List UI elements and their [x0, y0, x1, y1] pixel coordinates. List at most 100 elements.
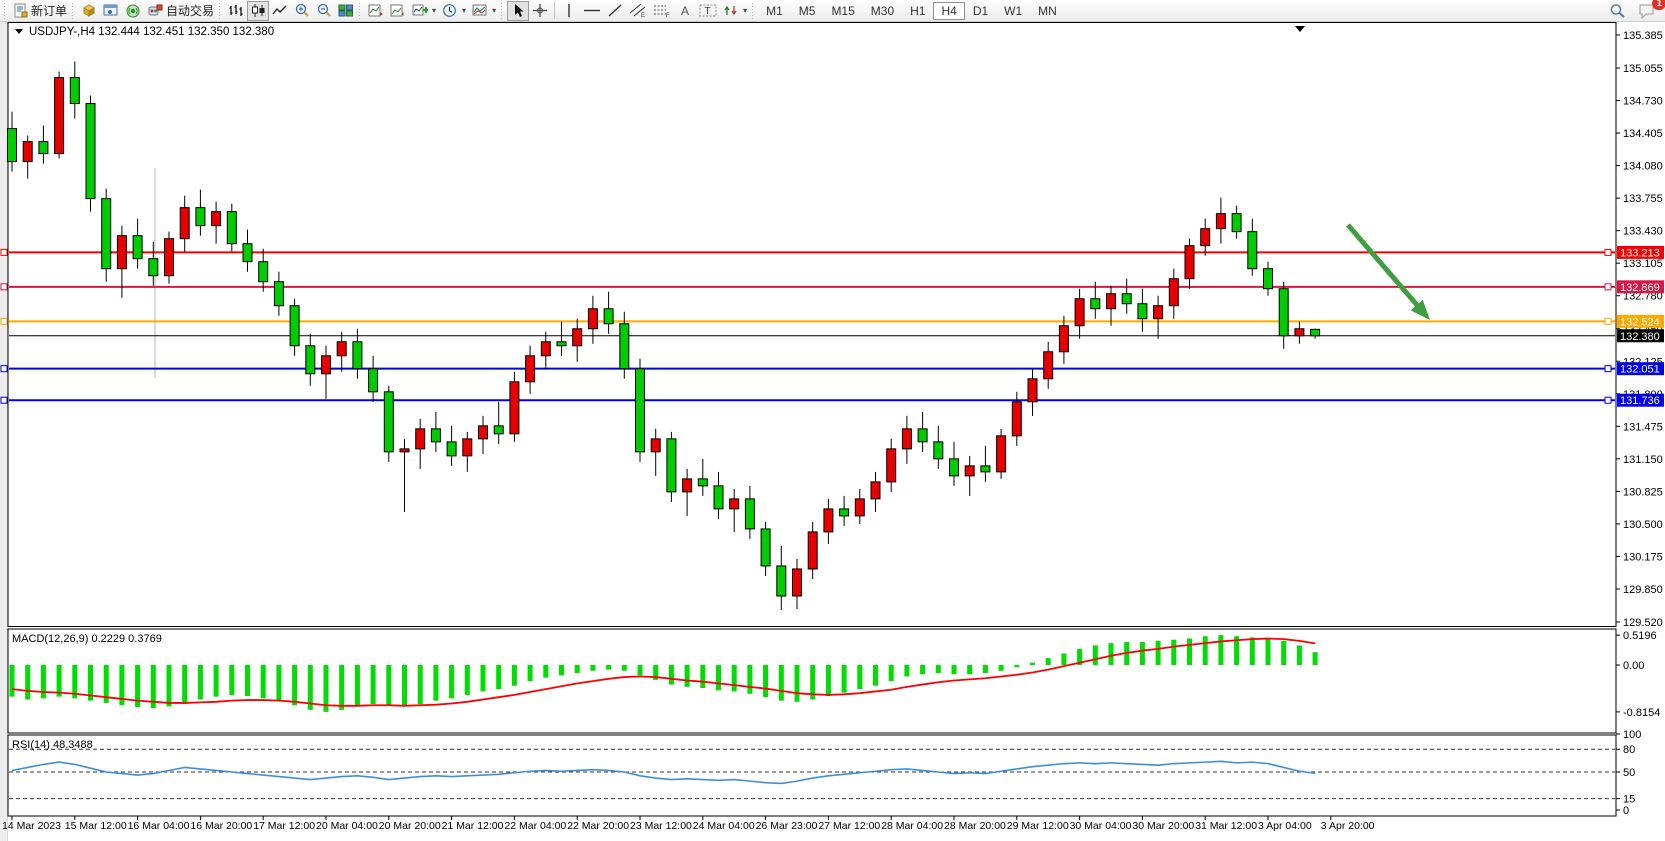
line-chart-icon	[272, 3, 288, 18]
new-order-icon	[13, 3, 28, 18]
templates-button[interactable]: ▾	[469, 1, 499, 21]
svg-text:0.5196: 0.5196	[1623, 630, 1657, 642]
tab-timeframe-m15[interactable]: M15	[823, 2, 862, 20]
zoom-out-button[interactable]	[313, 1, 335, 21]
indicator-list-button[interactable]	[387, 1, 409, 21]
tab-timeframe-w1[interactable]: W1	[996, 2, 1030, 20]
indicator-window-button[interactable]	[365, 1, 387, 21]
svg-text:16 Mar 20:00: 16 Mar 20:00	[190, 820, 252, 832]
line-chart-button[interactable]	[269, 1, 291, 21]
svg-text:24 Mar 04:00: 24 Mar 04:00	[693, 820, 755, 832]
svg-text:22 Mar 04:00: 22 Mar 04:00	[504, 820, 566, 832]
svg-text:100: 100	[1623, 729, 1641, 741]
macd-axis[interactable]: 0.5196 0.00 -0.8154	[1616, 630, 1660, 719]
tab-timeframe-m1[interactable]: M1	[758, 2, 791, 20]
equidistant-channel-icon: E	[629, 3, 647, 18]
svg-text:50: 50	[1623, 767, 1635, 779]
search-button[interactable]	[1606, 1, 1629, 21]
svg-text:14 Mar 2023: 14 Mar 2023	[2, 820, 61, 832]
trend-arrow-annotation[interactable]	[1346, 223, 1430, 320]
crosshair-icon	[532, 3, 548, 18]
autotrading-label: 自动交易	[166, 4, 215, 18]
crosshair-button[interactable]	[529, 1, 551, 21]
tile-windows-icon	[338, 3, 354, 18]
panel-frames	[7, 22, 1617, 817]
arrows-button[interactable]: ▾	[720, 1, 750, 21]
tile-windows-button[interactable]	[335, 1, 357, 21]
svg-text:134.405: 134.405	[1623, 128, 1663, 140]
candlestick-button[interactable]	[247, 0, 270, 21]
svg-text:15 Mar 12:00: 15 Mar 12:00	[65, 820, 127, 832]
templates-icon	[472, 3, 488, 18]
tab-timeframe-mn[interactable]: MN	[1030, 2, 1065, 20]
bar-chart-button[interactable]	[225, 1, 247, 21]
horizontal-line-icon	[583, 3, 601, 18]
svg-text:132.869: 132.869	[1620, 282, 1660, 294]
horizontal-line-button[interactable]	[580, 1, 604, 21]
svg-text:129.520: 129.520	[1623, 617, 1663, 629]
svg-text:133.213: 133.213	[1620, 247, 1660, 259]
chevron-down-icon: ▾	[462, 6, 467, 15]
tab-timeframe-m30[interactable]: M30	[863, 2, 902, 20]
signals-icon	[125, 3, 141, 18]
trendline-icon	[607, 3, 623, 18]
fibonacci-button[interactable]: F	[650, 1, 674, 21]
toolbar-separator	[554, 2, 556, 19]
svg-text:F: F	[666, 13, 670, 18]
label-icon: T	[699, 3, 717, 18]
vertical-line-button[interactable]	[558, 1, 580, 21]
profile-button[interactable]	[78, 1, 100, 21]
toolbar-grip	[500, 2, 505, 19]
time-axis[interactable]: 14 Mar 2023 15 Mar 12:00 16 Mar 04:00 16 Ma…	[2, 816, 1375, 832]
text-button[interactable]: A	[674, 1, 696, 21]
add-indicator-button[interactable]: ▾	[409, 1, 439, 21]
one-click-arrow-icon	[15, 29, 23, 34]
chart-window[interactable]: 135.385 135.055 134.730 134.405 134.080 133.7…	[0, 22, 1665, 841]
tab-timeframe-h1[interactable]: H1	[902, 2, 933, 20]
rsi-axis[interactable]: 100 80 50 150	[1616, 729, 1641, 817]
price-badges: 133.213 132.869 132.524 132.051 131.736 132.3…	[1617, 245, 1664, 407]
svg-text:132.780: 132.780	[1623, 291, 1663, 303]
new-order-button[interactable]: 新订单	[10, 1, 70, 21]
tab-timeframe-m5[interactable]: M5	[791, 2, 824, 20]
signals-button[interactable]	[122, 1, 144, 21]
shift-marker-icon[interactable]	[1295, 26, 1305, 32]
autotrading-button[interactable]: 自动交易	[144, 1, 217, 21]
svg-text:E: E	[641, 13, 645, 18]
cursor-button[interactable]	[507, 0, 530, 21]
macd-panel: MACD(12,26,9) 0.2229 0.3769	[9, 633, 1318, 712]
current-price-badge	[1617, 329, 1664, 343]
chart-header: USDJPY-,H4 132.444 132.451 132.350 132.3…	[15, 26, 274, 38]
svg-text:3 Apr 20:00: 3 Apr 20:00	[1321, 820, 1375, 832]
periods-button[interactable]: ▾	[439, 1, 469, 21]
svg-text:135.055: 135.055	[1623, 63, 1663, 75]
svg-text:23 Mar 12:00: 23 Mar 12:00	[630, 820, 692, 832]
equidistant-channel-button[interactable]: E	[626, 1, 650, 21]
label-button[interactable]: T	[696, 1, 720, 21]
svg-text:3 Apr 04:00: 3 Apr 04:00	[1258, 820, 1312, 832]
terminal-button[interactable]	[100, 1, 122, 21]
tab-timeframe-h4[interactable]: H4	[933, 1, 965, 20]
text-icon: A	[678, 3, 692, 18]
trendline-button[interactable]	[604, 1, 626, 21]
svg-text:133.755: 133.755	[1623, 193, 1663, 205]
toolbar-grip	[71, 2, 76, 19]
zoom-in-button[interactable]	[291, 1, 313, 21]
svg-text:22 Mar 20:00: 22 Mar 20:00	[567, 820, 629, 832]
zoom-out-icon	[316, 3, 332, 19]
svg-text:RSI(14) 48.3488: RSI(14) 48.3488	[12, 739, 93, 751]
svg-text:0.00: 0.00	[1623, 660, 1644, 672]
svg-text:131.475: 131.475	[1623, 421, 1663, 433]
toolbar-grip	[358, 2, 363, 19]
svg-text:132.524: 132.524	[1620, 316, 1660, 328]
price-chart-canvas[interactable]: 135.385 135.055 134.730 134.405 134.080 133.7…	[0, 22, 1665, 841]
svg-text:A: A	[681, 4, 689, 18]
rsi-panel: RSI(14) 48.3488	[9, 739, 1615, 800]
arrows-icon	[723, 3, 739, 18]
zoom-in-icon	[294, 3, 310, 19]
svg-text:20 Mar 20:00: 20 Mar 20:00	[379, 820, 441, 832]
tab-timeframe-d1[interactable]: D1	[965, 2, 996, 20]
horizontal-lines[interactable]	[0, 248, 1615, 404]
svg-text:26 Mar 23:00: 26 Mar 23:00	[756, 820, 818, 832]
indicator-window-icon	[368, 3, 384, 18]
